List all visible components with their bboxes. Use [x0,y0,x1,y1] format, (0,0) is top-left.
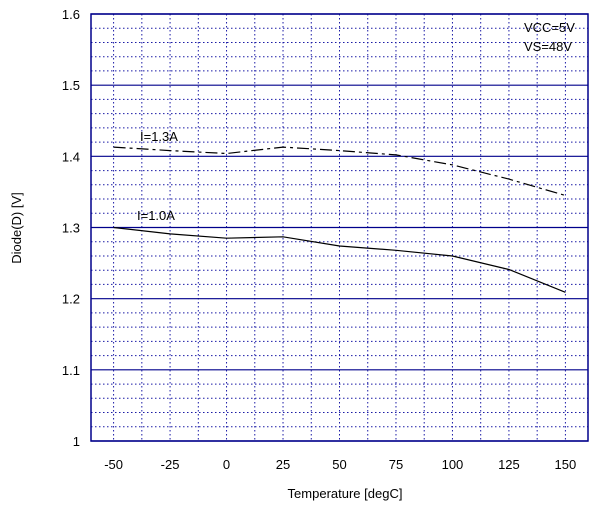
y-axis-title: Diode(D) [V] [9,192,24,264]
condition-vs: VS=48V [524,39,572,54]
x-tick-label: 100 [442,457,464,472]
grid [90,13,589,442]
x-tick-label: -25 [161,457,180,472]
series-label-i10: I=1.0A [137,208,175,223]
series-line-i10 [113,226,566,293]
y-axis-ticks: 1 1.1 1.2 1.3 1.4 1.5 1.6 [62,7,80,449]
condition-vcc: VCC=5V [524,20,575,35]
y-tick-label: 1.3 [62,221,80,236]
y-tick-label: 1.6 [62,7,80,22]
x-tick-label: 25 [276,457,290,472]
series-layer [113,146,566,293]
series-line-i13 [113,146,566,197]
x-axis-title: Temperature [degC] [288,486,403,501]
x-tick-label: -50 [104,457,123,472]
y-tick-label: 1.4 [62,149,80,164]
x-tick-label: 75 [389,457,403,472]
y-tick-label: 1.5 [62,78,80,93]
plot-frame [90,13,589,442]
y-tick-label: 1.2 [62,292,80,307]
x-tick-label: 125 [498,457,520,472]
x-tick-label: 150 [555,457,577,472]
y-tick-label: 1 [73,434,80,449]
x-axis-ticks: -50 -25 0 25 50 75 100 125 150 [104,457,576,472]
x-tick-label: 50 [332,457,346,472]
series-label-i13: I=1.3A [140,129,178,144]
y-tick-label: 1.1 [62,363,80,378]
x-tick-label: 0 [223,457,230,472]
